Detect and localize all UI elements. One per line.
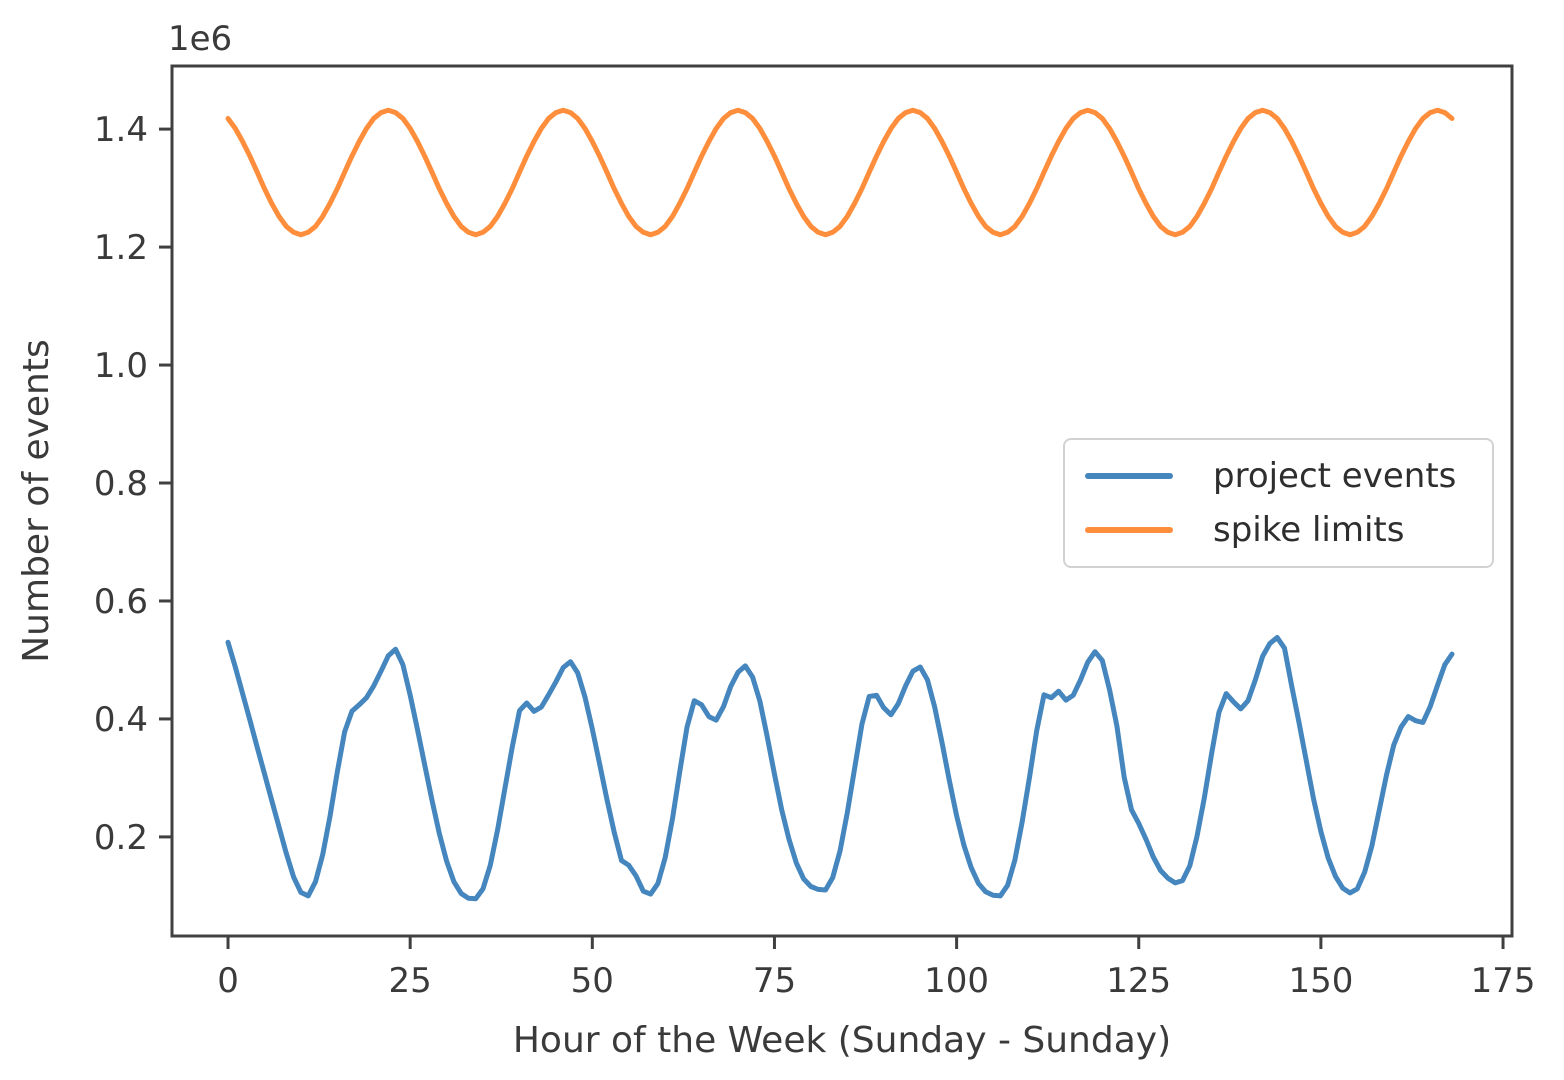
y-axis-offset-label: 1e6	[168, 19, 232, 59]
series-lines	[225, 107, 1455, 902]
x-tick-label: 150	[1288, 961, 1353, 1001]
legend-item-spike-limits: spike limits	[1065, 510, 1492, 550]
x-tick-label: 25	[389, 961, 432, 1001]
y-axis-ticks: 0.2 0.4 0.6 0.8 1.0 1.2 1.4	[94, 110, 172, 858]
x-axis-ticks: 0 25 50 75 100 125 150 175	[217, 936, 1535, 1001]
y-tick-label: 1.4	[94, 110, 148, 150]
y-tick-label: 0.8	[94, 464, 148, 504]
plot-border	[170, 64, 1514, 938]
x-axis-label: Hour of the Week (Sunday - Sunday)	[513, 1020, 1171, 1061]
spike-limits-line-swatch	[1085, 527, 1173, 533]
y-tick-label: 0.4	[94, 700, 148, 740]
legend: project events spike limits	[1063, 438, 1494, 568]
project-events-line	[225, 635, 1455, 902]
y-axis-label: Number of events	[16, 339, 57, 663]
y-tick-label: 1.0	[94, 346, 148, 386]
x-tick-label: 100	[924, 961, 989, 1001]
spike-limits-line	[225, 107, 1455, 238]
x-tick-label: 175	[1471, 961, 1536, 1001]
x-tick-label: 125	[1106, 961, 1171, 1001]
x-tick-label: 50	[571, 961, 614, 1001]
legend-item-project-events: project events	[1065, 456, 1492, 496]
x-tick-label: 75	[753, 961, 796, 1001]
legend-label-spike-limits: spike limits	[1213, 510, 1405, 550]
y-tick-label: 0.6	[94, 582, 148, 622]
legend-label-project-events: project events	[1213, 456, 1457, 496]
y-tick-label: 1.2	[94, 228, 148, 268]
x-tick-label: 0	[217, 961, 239, 1001]
y-tick-label: 0.2	[94, 818, 148, 858]
project-events-line-swatch	[1085, 473, 1173, 479]
